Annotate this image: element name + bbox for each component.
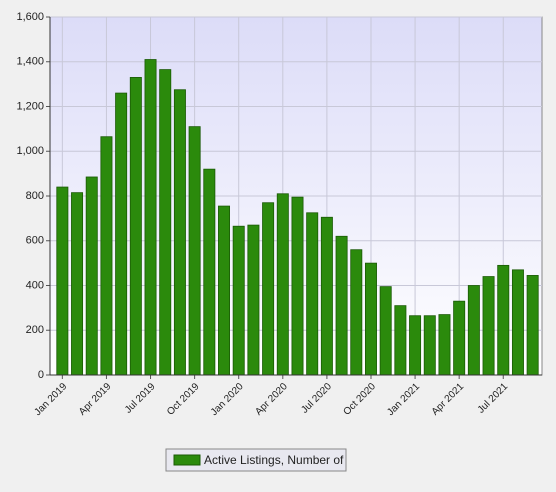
bar <box>203 168 216 376</box>
y-tick-label: 1,400 <box>16 56 44 68</box>
y-tick-label: 1,200 <box>16 100 44 112</box>
bar <box>467 285 480 376</box>
bar <box>409 315 422 376</box>
y-tick-label: 400 <box>26 279 44 291</box>
y-tick-label: 200 <box>26 324 44 336</box>
x-tick-label: Jan 2020 <box>209 381 246 418</box>
y-tick-label: 1,000 <box>16 145 44 157</box>
bar <box>526 275 539 376</box>
bar <box>159 69 172 376</box>
bar <box>129 77 142 376</box>
x-tick-label: Oct 2019 <box>165 381 202 418</box>
bar <box>232 225 245 376</box>
legend-swatch <box>173 454 201 466</box>
x-tick-label: Apr 2021 <box>430 381 467 418</box>
bar <box>482 276 495 376</box>
bar <box>335 235 348 376</box>
y-tick-label: 1,600 <box>16 11 44 23</box>
legend: Active Listings, Number of <box>165 448 347 472</box>
bar <box>379 286 392 376</box>
bar <box>56 186 69 376</box>
bar <box>100 136 113 376</box>
legend-label: Active Listings, Number of <box>204 453 344 467</box>
bar <box>350 249 363 376</box>
legend-box <box>165 448 347 472</box>
x-tick-label: Oct 2020 <box>341 381 378 418</box>
y-tick-label: 600 <box>26 235 44 247</box>
y-tick-label: 800 <box>26 190 44 202</box>
bar <box>364 262 377 376</box>
bar <box>144 59 157 376</box>
bar <box>394 305 407 376</box>
bar <box>320 216 333 376</box>
bar <box>497 264 510 376</box>
bar <box>218 205 230 376</box>
bar <box>276 193 289 376</box>
bar <box>247 224 260 376</box>
x-tick-label: Apr 2020 <box>253 381 290 418</box>
x-tick-label: Jan 2021 <box>385 381 422 418</box>
y-tick-label: 0 <box>38 369 44 381</box>
bar <box>453 300 466 376</box>
x-tick-label: Jan 2019 <box>32 381 69 418</box>
bar <box>188 126 201 376</box>
x-tick-label: Jul 2019 <box>123 381 158 416</box>
bar <box>115 92 128 376</box>
bar <box>438 314 451 376</box>
x-tick-label: Jul 2021 <box>476 381 511 416</box>
bar <box>262 202 275 376</box>
bar <box>173 89 186 376</box>
bar <box>423 315 436 376</box>
bar <box>291 196 304 376</box>
x-tick-label: Apr 2019 <box>77 381 114 418</box>
bar <box>71 192 84 376</box>
bar <box>85 176 98 376</box>
bar <box>511 269 524 376</box>
bar <box>306 212 319 376</box>
x-tick-label: Jul 2020 <box>299 381 334 416</box>
